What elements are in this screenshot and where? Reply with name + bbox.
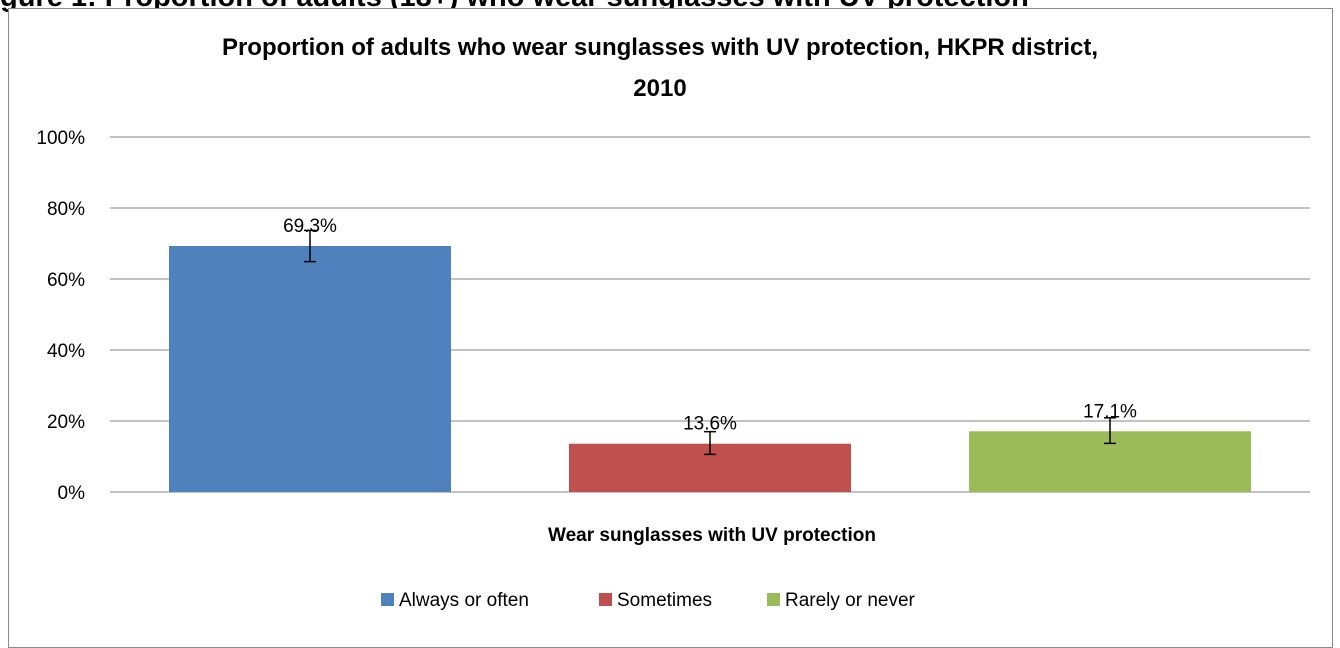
y-tick-label: 0%: [58, 483, 86, 504]
y-axis-tick-labels: 0% 20% 40% 60% 80% 100%: [36, 128, 85, 504]
data-labels: 69.3% 13.6% 17.1%: [283, 216, 1137, 435]
data-label: 17.1%: [1083, 401, 1137, 422]
error-bar: [304, 229, 316, 263]
legend-swatch: [599, 593, 612, 606]
legend-item: Rarely or never: [767, 590, 916, 611]
chart-title: Proportion of adults who wear sunglasses…: [222, 34, 1098, 102]
legend-swatch: [767, 593, 780, 606]
legend-label: Always or often: [399, 590, 529, 611]
data-label: 13.6%: [683, 414, 737, 435]
error-bar: [1104, 417, 1116, 445]
bar-always-or-often: [169, 245, 451, 492]
y-tick-label: 60%: [47, 270, 85, 291]
y-tick-label: 20%: [47, 412, 85, 433]
data-label: 69.3%: [283, 216, 337, 237]
y-tick-label: 100%: [36, 128, 85, 149]
chart-title-line-2: 2010: [633, 75, 686, 102]
error-bars: [304, 229, 1116, 456]
legend-item: Always or often: [381, 590, 529, 611]
legend-swatch: [381, 593, 394, 606]
error-bar: [704, 430, 716, 456]
y-tick-label: 40%: [47, 341, 85, 362]
legend-label: Sometimes: [617, 590, 712, 611]
legend-label: Rarely or never: [785, 590, 916, 611]
legend: Always or often Sometimes Rarely or never: [381, 590, 916, 611]
chart-title-line-1: Proportion of adults who wear sunglasses…: [222, 34, 1098, 61]
y-tick-label: 80%: [47, 199, 85, 220]
legend-item: Sometimes: [599, 590, 712, 611]
bars: [169, 245, 1251, 492]
x-axis-label: Wear sunglasses with UV protection: [548, 525, 876, 546]
